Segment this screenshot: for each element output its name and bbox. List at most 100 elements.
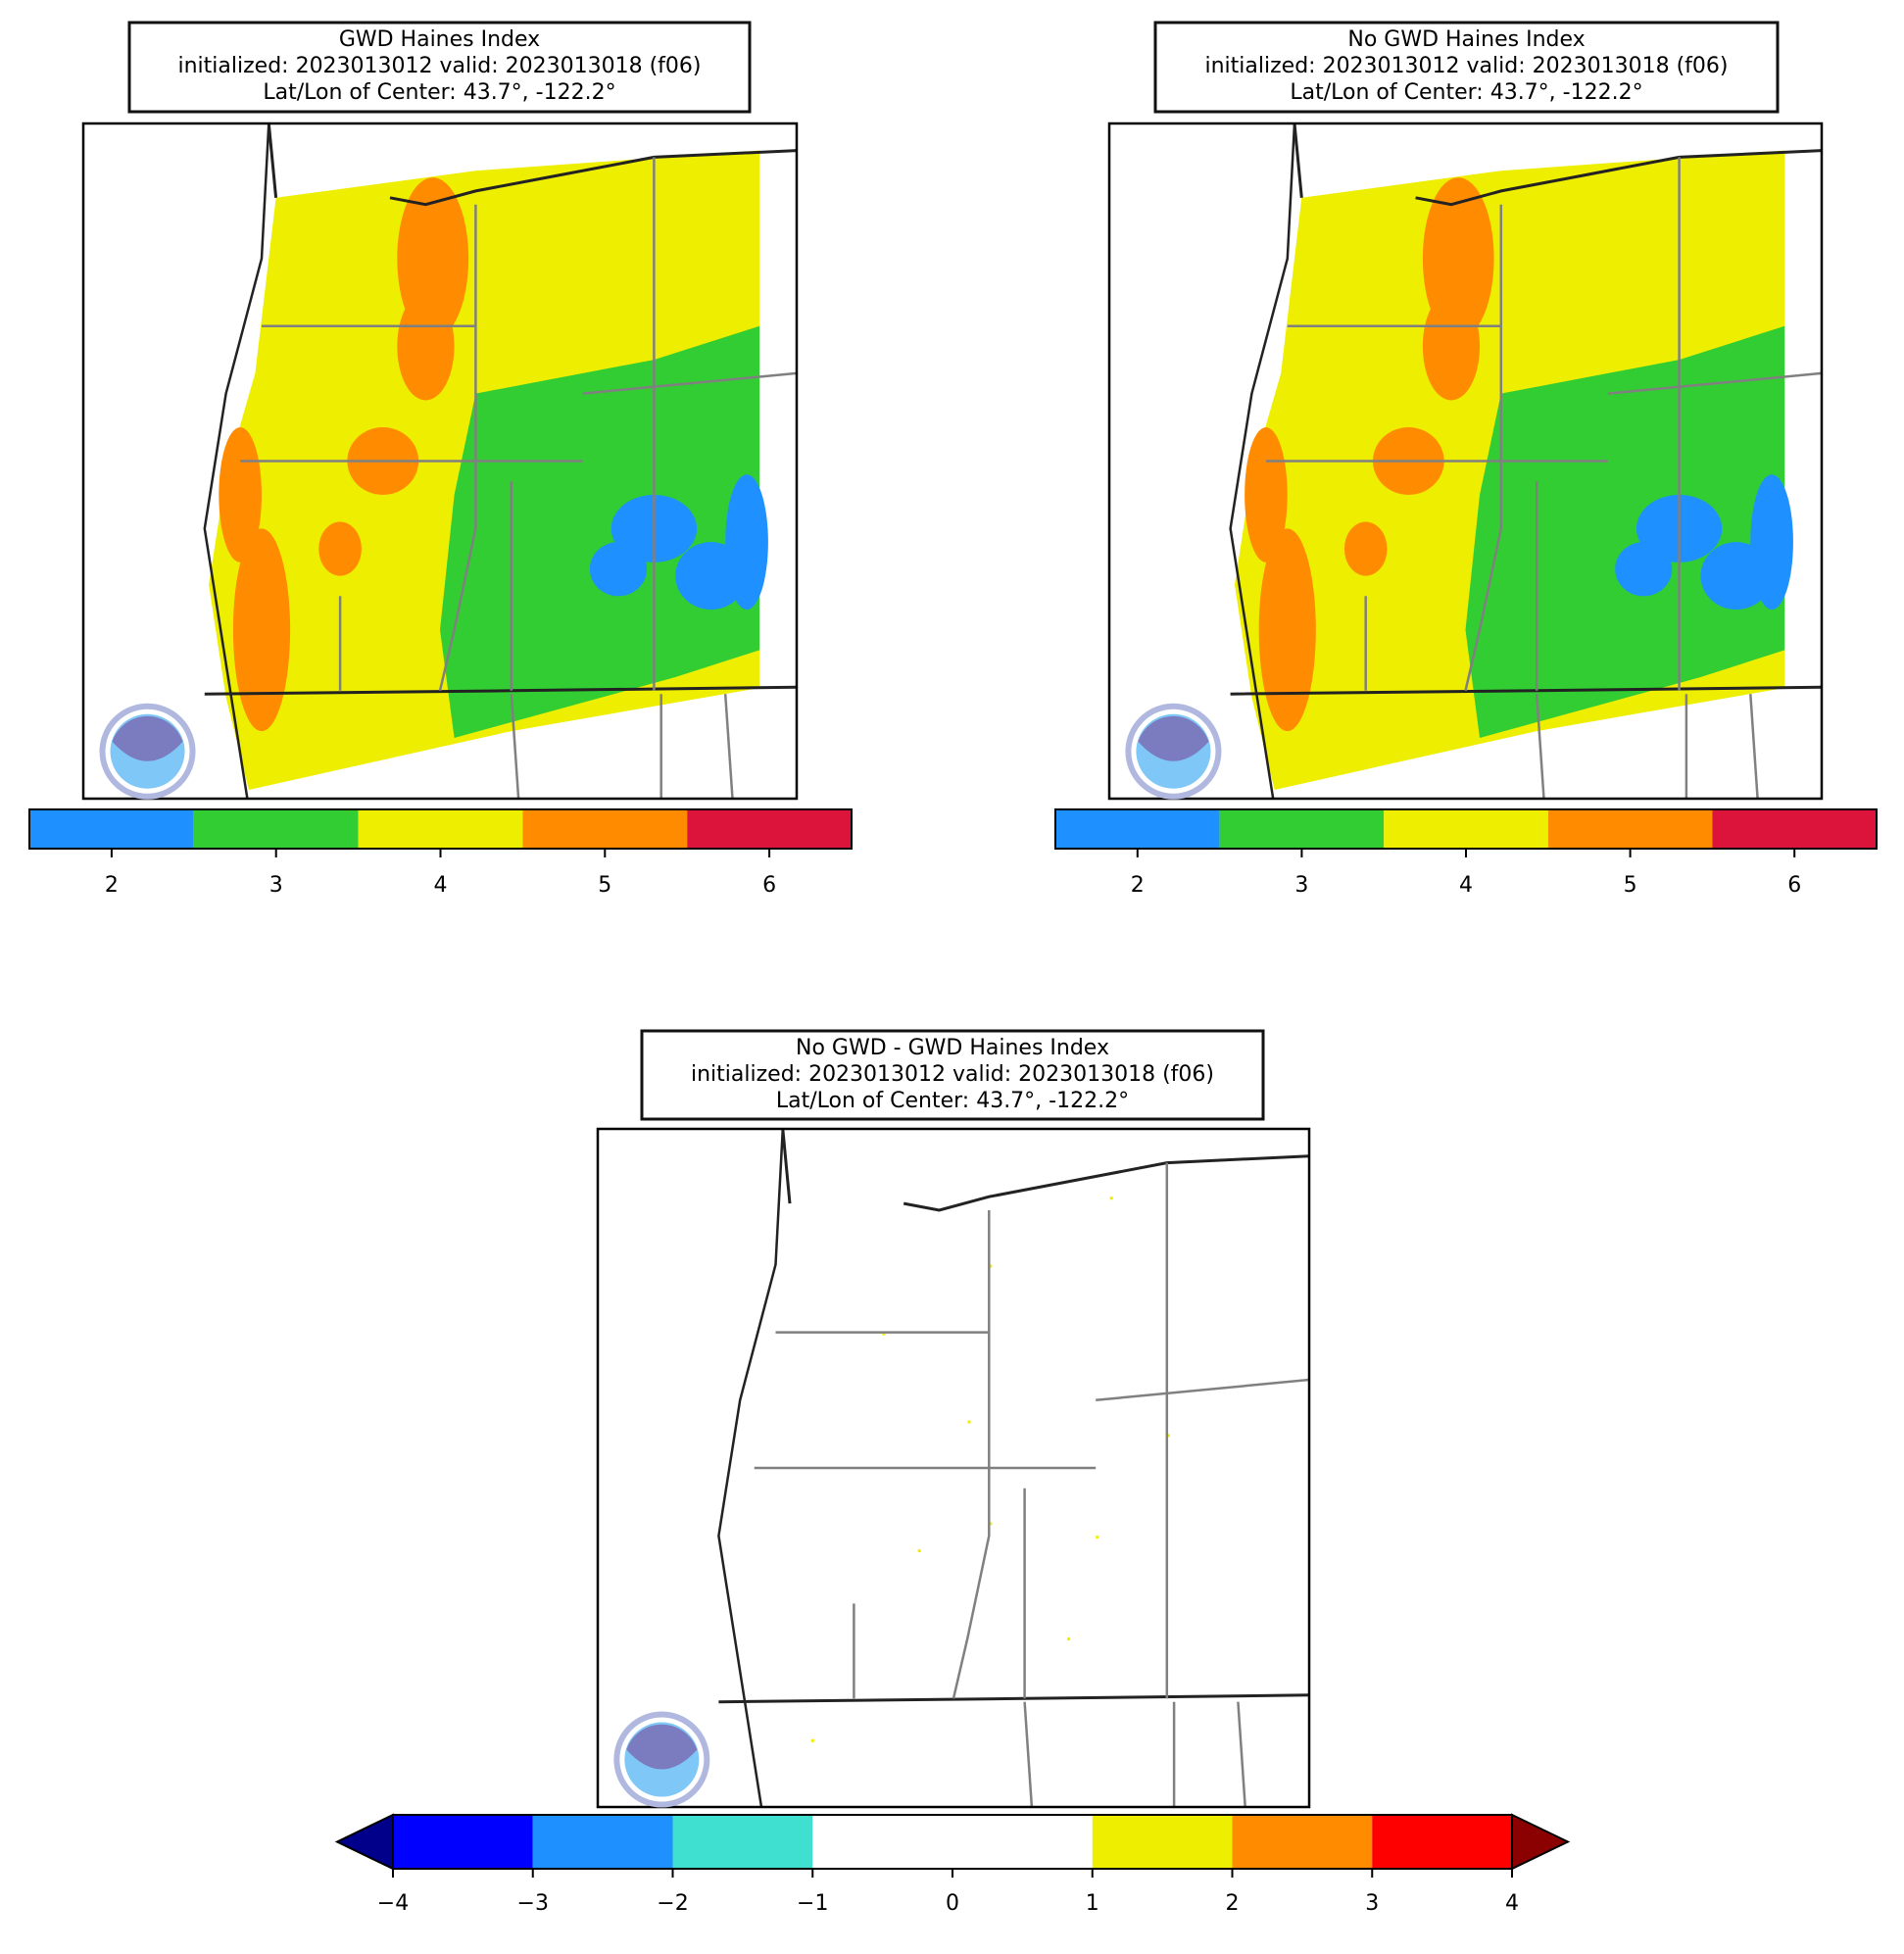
field-speck	[882, 1332, 886, 1336]
field-speck	[967, 1420, 971, 1424]
noaa-logo-top	[626, 1724, 698, 1770]
boundary-line	[1293, 123, 1303, 198]
colorbar-tick-label: 5	[598, 873, 611, 898]
colorbar-segment	[1372, 1815, 1512, 1869]
colorbar: 2 3 4 5 6	[28, 808, 853, 898]
boundary-line	[1023, 1701, 1034, 1807]
title-line: initialized: 2023013012 valid: 202301301…	[178, 54, 702, 78]
boundary-line	[723, 694, 734, 799]
field-region	[1465, 325, 1785, 738]
map-frame	[81, 122, 799, 801]
boundary-line	[1096, 1378, 1309, 1402]
colorbar-segment	[1547, 809, 1713, 849]
colorbar-extend	[334, 1813, 394, 1871]
colorbar-tick-label: 2	[1131, 873, 1145, 898]
field-speck	[810, 1738, 814, 1742]
colorbar-tick-label: 4	[1505, 1891, 1519, 1916]
map-content	[1229, 123, 1822, 799]
map	[81, 122, 799, 801]
field-speck	[1109, 1197, 1113, 1200]
boundary-line	[1749, 694, 1759, 799]
map	[596, 1127, 1311, 1809]
title-box	[1153, 21, 1780, 114]
boundary-line	[1415, 149, 1822, 207]
title-line: Lat/Lon of Center: 43.7°, -122.2°	[263, 80, 615, 105]
colorbar-segment	[358, 809, 523, 849]
title-line: Lat/Lon of Center: 43.7°, -122.2°	[776, 1089, 1129, 1113]
field-region	[1343, 521, 1388, 576]
colorbar-tick-label: −2	[657, 1891, 688, 1916]
colorbar-segment	[1232, 1815, 1373, 1869]
boundary-line	[1464, 204, 1503, 692]
field-region	[1258, 528, 1316, 732]
colorbar-segment	[952, 1815, 1093, 1869]
colorbar-tick-label: −4	[377, 1891, 409, 1916]
field-region	[589, 542, 648, 597]
field-region	[440, 325, 760, 738]
noaa-logo-top	[112, 715, 183, 761]
boundary-line	[1237, 1701, 1246, 1807]
field-region	[232, 528, 291, 732]
colorbar-segment	[812, 1815, 952, 1869]
colorbar-tick-label: 5	[1624, 873, 1637, 898]
map-content	[717, 1129, 1309, 1807]
boundary-line	[438, 204, 477, 692]
colorbar-extend	[1511, 1813, 1571, 1871]
field-region	[675, 542, 748, 611]
colorbar-segment	[1384, 809, 1548, 849]
boundary-line	[389, 149, 797, 207]
colorbar-segment	[532, 1815, 673, 1869]
field-region	[1615, 542, 1673, 597]
colorbar-tick-label: 2	[105, 873, 119, 898]
colorbar-tick-label: 3	[1294, 873, 1308, 898]
boundary-line	[267, 123, 278, 198]
field-speck	[917, 1549, 921, 1553]
colorbar-tick-label: 4	[1459, 873, 1473, 898]
colorbar-segment	[687, 809, 852, 849]
colorbar-segment	[522, 809, 688, 849]
colorbar-tick-label: 3	[1365, 1891, 1379, 1916]
title-line: GWD Haines Index	[339, 27, 540, 52]
field-speck	[1166, 1434, 1170, 1438]
colorbar-segment	[1055, 809, 1220, 849]
boundary-line	[718, 1693, 1309, 1704]
colorbar-tick-label: 0	[946, 1891, 959, 1916]
colorbar: 2 3 4 5 6	[1054, 808, 1878, 898]
field-region	[318, 521, 362, 576]
boundary-line	[1535, 694, 1545, 799]
title-line: Lat/Lon of Center: 43.7°, -122.2°	[1290, 80, 1642, 105]
colorbar-tick-label: 6	[762, 873, 776, 898]
colorbar-segment	[29, 809, 194, 849]
title-line: initialized: 2023013012 valid: 202301301…	[691, 1062, 1214, 1087]
field-region	[1700, 542, 1773, 611]
boundary-line	[510, 694, 520, 799]
field-speck	[1067, 1637, 1071, 1640]
boundary-line	[1229, 123, 1296, 799]
colorbar-segment	[1219, 809, 1385, 849]
field-speck	[989, 1522, 993, 1526]
boundary-line	[1607, 371, 1822, 395]
field-region	[397, 292, 455, 401]
title-line: initialized: 2023013012 valid: 202301301…	[1205, 54, 1729, 78]
title-line: No GWD Haines Index	[1347, 27, 1585, 52]
colorbar-tick-label: 4	[434, 873, 448, 898]
map-content	[203, 123, 797, 799]
field-region	[1422, 292, 1481, 401]
colorbar-tick-label: 2	[1226, 1891, 1240, 1916]
field-speck	[989, 1264, 993, 1268]
colorbar-segment	[193, 809, 359, 849]
colorbar-segment	[393, 1815, 533, 1869]
map-frame	[596, 1127, 1311, 1809]
boundary-line	[781, 1129, 792, 1204]
colorbar-tick-label: 3	[269, 873, 283, 898]
noaa-logo-top	[1138, 715, 1209, 761]
colorbar-tick-label: 6	[1787, 873, 1801, 898]
map	[1107, 122, 1824, 801]
title-box	[640, 1029, 1265, 1121]
colorbar-segment	[1712, 809, 1877, 849]
colorbar-segment	[672, 1815, 813, 1869]
boundary-line	[582, 371, 797, 395]
title-box	[127, 21, 752, 114]
